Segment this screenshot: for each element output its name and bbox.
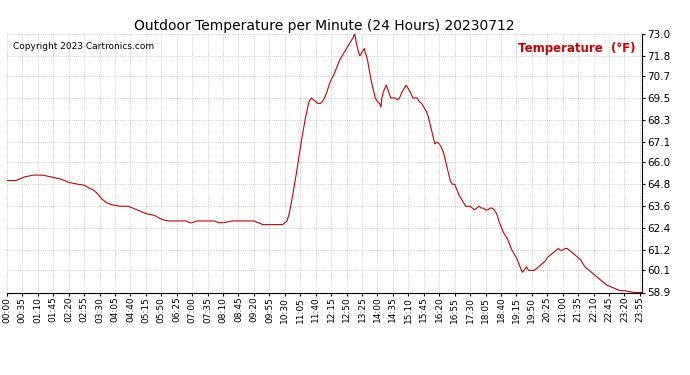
Text: Temperature  (°F): Temperature (°F) <box>518 42 635 54</box>
Title: Outdoor Temperature per Minute (24 Hours) 20230712: Outdoor Temperature per Minute (24 Hours… <box>134 19 515 33</box>
Text: Copyright 2023 Cartronics.com: Copyright 2023 Cartronics.com <box>13 42 155 51</box>
